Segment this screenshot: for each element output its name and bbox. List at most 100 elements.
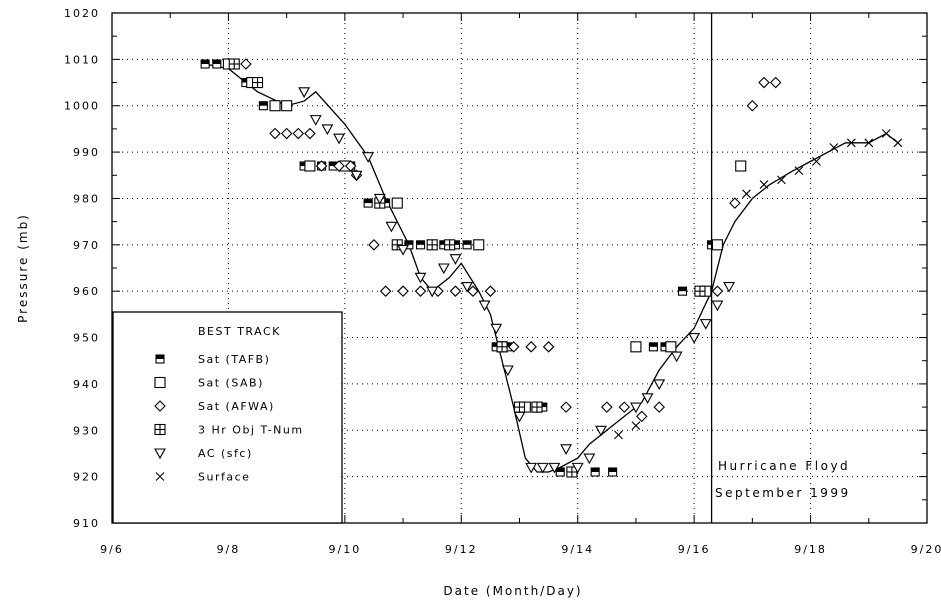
point-diamond [467,285,479,297]
x-tick-label: 9/12 [445,543,478,556]
point-half-square [462,240,472,250]
point-triangle-down [490,323,503,335]
point-half-square [258,101,268,111]
legend-label: AC (sfc) [198,447,253,460]
legend-marker-x [155,472,165,481]
point-diamond [542,341,555,353]
legend-label: Sat (AFWA) [198,400,275,413]
point-triangle-down [525,462,538,474]
point-diamond [746,99,759,112]
point-triangle-down [397,244,410,256]
point-triangle-down [629,402,642,414]
point-triangle-down [478,300,491,312]
point-diamond [729,197,741,209]
point-triangle-down [670,351,683,363]
legend-marker-plus-square [154,423,166,436]
point-diamond [653,401,665,413]
point-diamond [292,127,305,140]
point-plus-square [694,285,706,297]
point-triangle-down [449,254,462,265]
y-tick-label: 930 [73,424,100,437]
point-triangle-down [653,379,666,391]
y-tick-label: 970 [73,239,100,252]
point-diamond [344,160,357,172]
point-triangle-down [333,133,345,145]
legend-label: Sat (TAFB) [198,353,270,366]
point-x [794,166,804,176]
point-plus-square [228,58,240,70]
point-x [881,129,891,138]
point-square [391,197,403,209]
legend-label: Surface [198,471,250,484]
point-diamond [379,285,392,297]
point-plus-square [444,239,456,251]
point-triangle-down [560,444,573,455]
point-diamond [269,127,281,140]
point-x [742,189,751,199]
x-tick-label: 9/8 [217,543,241,556]
point-triangle-down [688,332,701,344]
point-square [735,160,747,172]
point-half-square [404,240,414,250]
point-half-square [363,198,373,208]
point-x [829,143,839,152]
legend-title: BEST TRACK [198,325,281,338]
point-half-square [677,286,688,296]
point-triangle-down [373,193,386,205]
point-triangle-down [548,462,561,474]
point-diamond [635,410,648,423]
point-x [846,138,856,148]
point-square [281,100,293,112]
point-diamond [560,401,572,413]
point-plus-square [251,76,264,89]
point-triangle-down [723,281,736,293]
legend-marker-diamond [154,400,166,412]
point-square [630,341,642,353]
point-half-square [212,59,222,69]
y-axis-label: Pressure (mb) [16,213,30,323]
point-diamond [240,58,252,70]
point-half-square [200,59,210,69]
point-triangle-down [641,393,654,404]
point-square [665,341,677,353]
point-diamond [304,127,316,140]
point-diamond [769,76,782,89]
legend-marker-half-square [155,354,165,364]
legend-marker-triangle-down [154,448,166,460]
data-markers [200,58,903,478]
point-triangle-down [350,170,363,182]
point-triangle-down [321,124,334,136]
annotation-line-2: September 1999 [715,486,851,500]
point-plus-square [513,401,526,413]
point-diamond [711,285,724,297]
y-tick-label: 990 [73,146,100,159]
point-diamond [449,285,462,297]
point-plus-square [391,239,403,251]
y-tick-label: 1000 [64,100,100,113]
point-x [631,421,641,431]
x-tick-label: 9/18 [794,543,827,556]
point-square [304,160,316,172]
point-triangle-down [699,319,712,330]
point-x [777,175,786,185]
x-tick-label: 9/20 [911,543,941,556]
point-triangle-down [501,365,514,377]
point-diamond [525,341,537,353]
y-tick-label: 1010 [64,53,100,66]
y-tick-label: 960 [73,285,100,298]
point-x [614,430,623,440]
point-triangle-down [571,462,584,474]
point-square [711,239,723,251]
y-tick-label: 940 [73,378,100,391]
point-triangle-down [385,221,398,233]
y-tick-label: 910 [73,517,100,530]
point-triangle-down [426,286,439,298]
point-x [812,156,821,166]
point-triangle-down [711,300,724,312]
point-half-square [608,467,618,477]
point-triangle-down [298,87,311,98]
point-diamond [315,160,328,172]
x-tick-label: 9/10 [329,543,362,556]
point-x [864,138,874,148]
